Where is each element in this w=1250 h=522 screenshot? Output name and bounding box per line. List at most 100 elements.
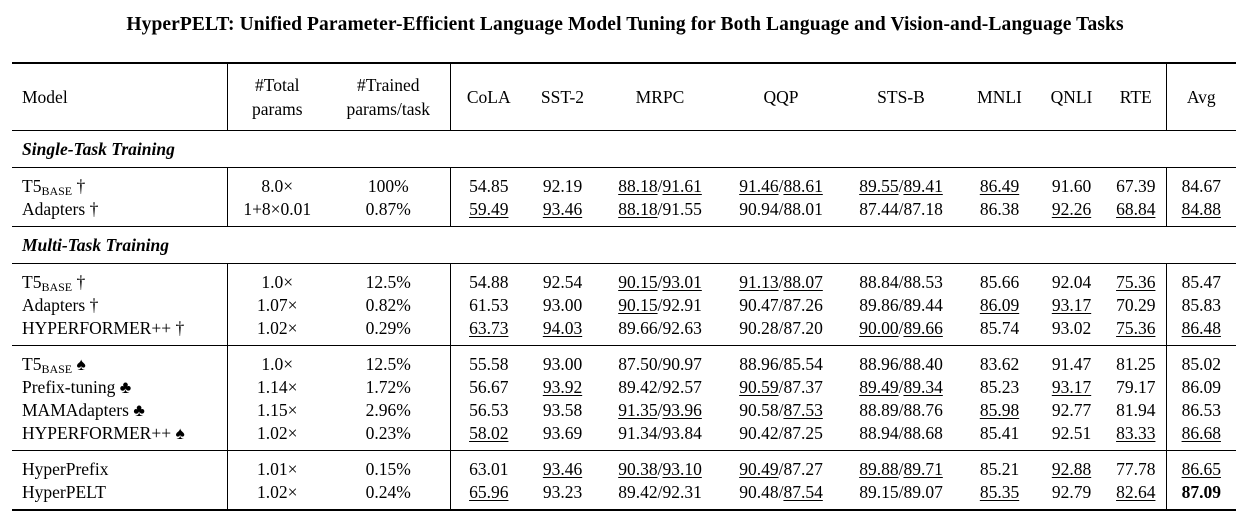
stsb-cell: 88.94/88.68 xyxy=(859,423,943,443)
cell-value: 90.97 xyxy=(662,354,702,374)
cell-value: 2.96% xyxy=(365,400,411,420)
cell-value: 90.15 xyxy=(618,272,658,292)
avg-cell: 86.09 xyxy=(1165,376,1236,399)
cell-value: 1.15× xyxy=(257,400,298,420)
cola-cell: 56.53 xyxy=(449,399,527,422)
cell-value: 75.36 xyxy=(1116,272,1156,292)
mnli-cell: 86.49 xyxy=(962,167,1037,198)
section-label-single: Single-Task Training xyxy=(12,130,1236,168)
table-title: HyperPELT: Unified Parameter-Efficient L… xyxy=(126,14,1124,35)
avg-cell: 86.68 xyxy=(1165,422,1236,451)
cell-value: 1.07× xyxy=(257,295,298,315)
avg-cell: 86.53 xyxy=(1165,399,1236,422)
sst2-cell: 93.46 xyxy=(527,450,598,481)
cell-value: 87.53 xyxy=(783,400,823,420)
model-name: T5BASE † xyxy=(12,167,227,198)
cell-value: 93.00 xyxy=(542,295,583,315)
qqp-cell: 90.94/88.01 xyxy=(739,199,823,219)
avg-cell: 86.48 xyxy=(1165,317,1236,346)
qnli-cell: 92.26 xyxy=(1037,198,1106,227)
results-table: Model #Total params #Trained params/task C… xyxy=(12,62,1236,511)
total-params-cell: 1.0× xyxy=(226,345,327,376)
cell-value: 93.46 xyxy=(542,199,583,219)
cell-value: 85.74 xyxy=(979,318,1020,338)
total-params-cell: 8.0× xyxy=(226,167,327,198)
cell-value: 93.46 xyxy=(542,459,583,479)
sst2-cell: 93.23 xyxy=(527,481,598,511)
cell-value: 90.42 xyxy=(739,423,779,443)
avg-cell: 85.83 xyxy=(1165,294,1236,317)
mrpc-cell: 91.34/93.84 xyxy=(618,423,702,443)
cell-value: 88.76 xyxy=(903,400,943,420)
header-mnli: MNLI xyxy=(962,62,1037,131)
cell-value: 85.02 xyxy=(1181,354,1221,374)
model-name: HyperPrefix xyxy=(12,450,227,481)
sst2-cell: 93.92 xyxy=(527,376,598,399)
cell-value: 88.07 xyxy=(783,272,823,292)
trained-params-cell: 0.15% xyxy=(327,450,450,481)
cell-value: 92.79 xyxy=(1051,482,1092,502)
cell-value: 90.28 xyxy=(739,318,779,338)
cell-value: 86.53 xyxy=(1181,400,1221,420)
total-params-cell: 1.02× xyxy=(226,481,327,511)
section-row-multi: Multi-Task Training xyxy=(12,226,1236,264)
cola-cell: 59.49 xyxy=(449,198,527,227)
stsb-cell: 88.84/88.53 xyxy=(840,263,962,294)
total-params-cell: 1.07× xyxy=(226,294,327,317)
model-name: Prefix-tuning ♣ xyxy=(12,376,227,399)
stsb-cell: 89.55/89.41 xyxy=(840,167,962,198)
cell-value: 84.88 xyxy=(1181,199,1221,219)
avg-cell: 84.88 xyxy=(1165,198,1236,227)
avg-cell: 85.02 xyxy=(1165,345,1236,376)
stsb-cell: 89.49/89.34 xyxy=(859,377,943,397)
mrpc-cell: 89.42/92.31 xyxy=(598,481,722,511)
qqp-cell: 88.96/85.54 xyxy=(722,345,840,376)
cell-value: 92.91 xyxy=(662,295,702,315)
model-marker: ♣ xyxy=(133,400,145,420)
table-row: HYPERFORMER++ ♠ 1.02× 0.23% 58.02 93.69 91.34… xyxy=(12,422,1236,451)
cell-value: 89.15 xyxy=(859,482,899,502)
sst2-cell: 93.00 xyxy=(527,345,598,376)
cell-value: 94.03 xyxy=(542,318,583,338)
qnli-cell: 92.04 xyxy=(1037,263,1106,294)
header-stsb: STS-B xyxy=(840,62,962,131)
cell-value: 1.01× xyxy=(257,459,298,479)
cell-value: 90.00 xyxy=(859,318,899,338)
model-name: Adapters † xyxy=(12,198,227,227)
cell-value: 93.96 xyxy=(662,400,702,420)
cell-value: 93.58 xyxy=(542,400,583,420)
cell-value: 89.42 xyxy=(618,377,658,397)
cell-value: 87.26 xyxy=(783,295,823,315)
cell-value: 92.51 xyxy=(1051,423,1092,443)
table-row: MAMAdapters ♣ 1.15× 2.96% 56.53 93.58 91.35/9… xyxy=(12,399,1236,422)
cell-value: 88.96 xyxy=(859,354,899,374)
cell-value: 91.61 xyxy=(662,176,702,196)
qqp-cell: 90.48/87.54 xyxy=(722,481,840,511)
model-marker: † xyxy=(76,176,86,196)
cell-value: 91.46 xyxy=(739,176,779,196)
stsb-cell: 89.15/89.07 xyxy=(840,481,962,511)
cell-value: 89.44 xyxy=(903,295,943,315)
total-params-cell: 1.0× xyxy=(226,263,327,294)
cell-value: 54.88 xyxy=(469,272,509,292)
cell-value: 85.83 xyxy=(1181,295,1221,315)
cola-cell: 63.73 xyxy=(449,317,527,346)
total-params-cell: 1+8×0.01 xyxy=(226,198,327,227)
cell-value: 93.92 xyxy=(542,377,583,397)
stsb-cell: 88.89/88.76 xyxy=(859,400,943,420)
cell-value: 89.71 xyxy=(903,459,943,479)
cell-value: 86.68 xyxy=(1181,423,1221,443)
table-row: Prefix-tuning ♣ 1.14× 1.72% 56.67 93.92 89.42… xyxy=(12,376,1236,399)
rte-cell: 81.94 xyxy=(1106,399,1166,422)
header-qqp: QQP xyxy=(722,62,840,131)
rte-cell: 79.17 xyxy=(1106,376,1166,399)
mrpc-cell: 90.15/92.91 xyxy=(618,295,702,315)
mnli-cell: 86.38 xyxy=(962,198,1037,227)
qnli-cell: 93.17 xyxy=(1037,294,1106,317)
sst2-cell: 94.03 xyxy=(527,317,598,346)
mrpc-cell: 87.50/90.97 xyxy=(598,345,722,376)
qnli-cell: 92.79 xyxy=(1037,481,1106,511)
cell-value: 1.02× xyxy=(257,482,298,502)
cell-value: 88.94 xyxy=(859,423,899,443)
model-label: Prefix-tuning xyxy=(22,377,116,397)
